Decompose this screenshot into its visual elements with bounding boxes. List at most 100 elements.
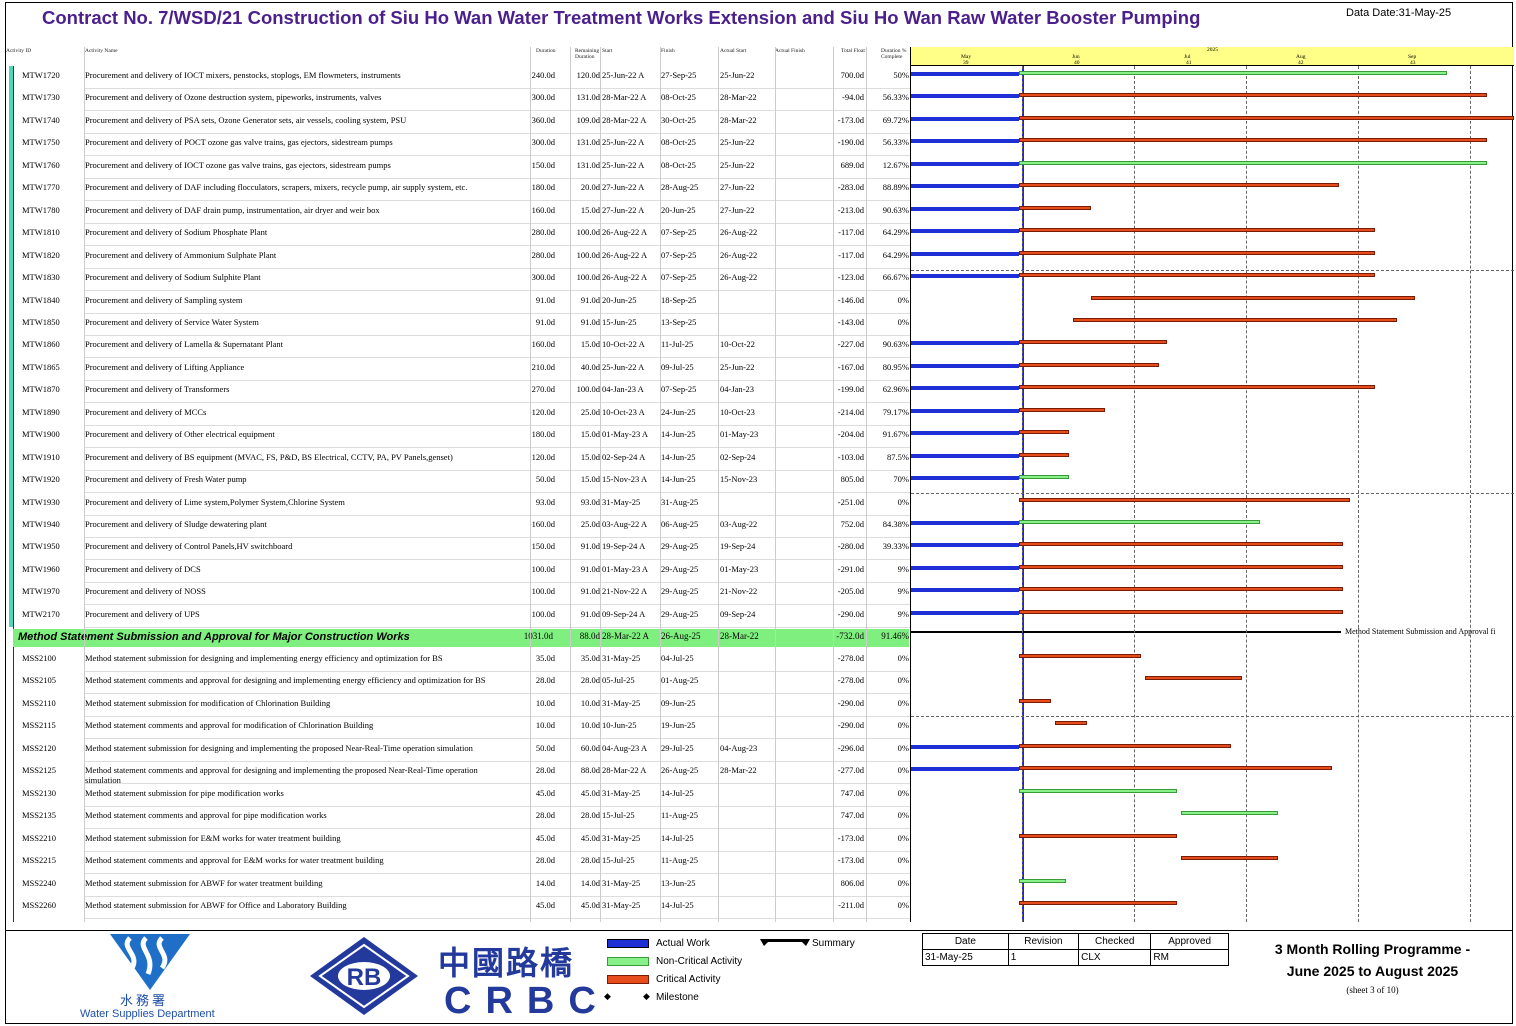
table-row[interactable]: MTW1890 Procurement and delivery of MCCs 1…	[5, 404, 909, 426]
gantt-critical-bar[interactable]	[1019, 654, 1142, 658]
gantt-critical-bar[interactable]	[1019, 385, 1376, 390]
gantt-actual-bar[interactable]	[911, 386, 1019, 391]
table-row[interactable]: MSS2115 Method statement comments and app…	[5, 717, 909, 739]
table-row[interactable]: MTW1900 Procurement and delivery of Other…	[5, 426, 909, 448]
gantt-critical-bar[interactable]	[1019, 609, 1343, 614]
gantt-critical-bar[interactable]	[1019, 138, 1487, 143]
gantt-actual-bar[interactable]	[911, 453, 1019, 458]
gantt-actual-bar[interactable]	[911, 72, 1019, 76]
table-row[interactable]: MTW1865 Procurement and delivery of Lifti…	[5, 359, 909, 381]
col-activity-name[interactable]: Activity Name	[85, 48, 118, 54]
gantt-actual-bar[interactable]	[911, 543, 1019, 548]
table-row[interactable]: MTW1840 Procurement and delivery of Sampl…	[5, 292, 909, 314]
table-row[interactable]: MTW1780 Procurement and delivery of DAF d…	[5, 202, 909, 224]
gantt-critical-bar[interactable]	[1019, 497, 1351, 502]
gantt-actual-bar[interactable]	[911, 184, 1019, 189]
table-row[interactable]: MTW1910 Procurement and delivery of BS eq…	[5, 449, 909, 471]
col-total-float[interactable]: Total Float	[841, 48, 865, 54]
gantt-actual-bar[interactable]	[911, 341, 1019, 346]
table-row[interactable]: MSS2125 Method statement comments and app…	[5, 762, 909, 785]
gantt-critical-bar[interactable]	[1019, 115, 1514, 120]
gantt-critical-bar[interactable]	[1019, 833, 1178, 838]
gantt-actual-bar[interactable]	[911, 476, 1019, 481]
gantt-critical-bar[interactable]	[1019, 273, 1376, 278]
table-row[interactable]: MTW1820 Procurement and delivery of Ammon…	[5, 247, 909, 269]
table-row[interactable]: MSS2110 Method statement submission for m…	[5, 695, 909, 717]
gantt-critical-bar[interactable]	[1091, 295, 1415, 300]
gantt-actual-bar[interactable]	[911, 431, 1019, 436]
gantt-critical-bar[interactable]	[1019, 743, 1232, 748]
gantt-actual-bar[interactable]	[911, 610, 1019, 615]
gantt-critical-bar[interactable]	[1145, 676, 1243, 681]
table-row[interactable]: MTW1870 Procurement and delivery of Trans…	[5, 381, 909, 403]
gantt-critical-bar[interactable]	[1019, 228, 1376, 233]
gantt-actual-bar[interactable]	[911, 274, 1019, 279]
table-row[interactable]: MSS2260 Method statement submission for A…	[5, 897, 909, 919]
gantt-critical-bar[interactable]	[1019, 452, 1070, 457]
col-actual-finish[interactable]: Actual Finish	[775, 48, 805, 54]
table-row[interactable]: MTW1750 Procurement and delivery of POCT …	[5, 134, 909, 156]
section-row[interactable]: Method Statement Submission and Approval…	[13, 629, 909, 647]
gantt-critical-bar[interactable]	[1019, 900, 1178, 905]
table-row[interactable]: MTW1720 Procurement and delivery of IOCT …	[5, 67, 909, 89]
col-activity-id[interactable]: Activity ID	[6, 48, 32, 54]
table-row[interactable]: MTW1920 Procurement and delivery of Fresh…	[5, 471, 909, 493]
gantt-critical-bar[interactable]	[1019, 93, 1487, 98]
gantt-noncritical-bar[interactable]	[1181, 811, 1279, 816]
col-remaining[interactable]: Remaining Duration	[575, 48, 600, 60]
table-row[interactable]: MTW1970 Procurement and delivery of NOSS 1…	[5, 583, 909, 605]
gantt-critical-bar[interactable]	[1019, 407, 1106, 412]
gantt-actual-bar[interactable]	[911, 408, 1019, 413]
gantt-critical-bar[interactable]	[1019, 564, 1343, 569]
gantt-critical-bar[interactable]	[1019, 587, 1343, 592]
gantt-actual-bar[interactable]	[911, 744, 1019, 749]
gantt-actual-bar[interactable]	[911, 139, 1019, 144]
table-row[interactable]: MSS2215 Method statement comments and app…	[5, 852, 909, 874]
gantt-critical-bar[interactable]	[1181, 856, 1279, 861]
gantt-actual-bar[interactable]	[911, 767, 1019, 772]
table-row[interactable]: MSS2100 Method statement submission for d…	[5, 650, 909, 672]
table-row[interactable]: MSS2210 Method statement submission for E…	[5, 830, 909, 852]
table-row[interactable]: MTW1940 Procurement and delivery of Sludg…	[5, 516, 909, 538]
table-row[interactable]: MTW2170 Procurement and delivery of UPS 10…	[5, 606, 909, 628]
col-finish[interactable]: Finish	[661, 48, 675, 54]
gantt-actual-bar[interactable]	[911, 94, 1019, 99]
gantt-critical-bar[interactable]	[1019, 183, 1340, 188]
gantt-critical-bar[interactable]	[1019, 250, 1376, 255]
col-start[interactable]: Start	[602, 48, 613, 54]
gantt-noncritical-bar[interactable]	[1019, 788, 1178, 793]
gantt-actual-bar[interactable]	[911, 565, 1019, 570]
gantt-actual-bar[interactable]	[911, 521, 1019, 525]
gantt-actual-bar[interactable]	[911, 206, 1019, 211]
gantt-critical-bar[interactable]	[1019, 698, 1052, 703]
gantt-critical-bar[interactable]	[1073, 317, 1397, 322]
gantt-critical-bar[interactable]	[1019, 430, 1070, 435]
table-row[interactable]: MTW1760 Procurement and delivery of IOCT …	[5, 157, 909, 179]
gantt-critical-bar[interactable]	[1019, 362, 1160, 367]
col-duration[interactable]: Duration	[536, 48, 556, 54]
gantt-actual-bar[interactable]	[911, 161, 1019, 166]
col-pct[interactable]: Duration % Complete	[881, 48, 907, 60]
table-row[interactable]: MTW1770 Procurement and delivery of DAF i…	[5, 179, 909, 201]
table-row[interactable]: MTW1730 Procurement and delivery of Ozone…	[5, 89, 909, 111]
gantt-actual-bar[interactable]	[911, 251, 1019, 256]
table-row[interactable]: MTW1950 Procurement and delivery of Contr…	[5, 538, 909, 560]
gantt-critical-bar[interactable]	[1019, 205, 1091, 210]
table-row[interactable]: MSS2120 Method statement submission for d…	[5, 740, 909, 762]
gantt-critical-bar[interactable]	[1019, 340, 1167, 345]
table-row[interactable]: MTW1810 Procurement and delivery of Sodiu…	[5, 224, 909, 246]
table-row[interactable]: MSS2240 Method statement submission for A…	[5, 875, 909, 897]
gantt-actual-bar[interactable]	[911, 229, 1019, 234]
table-row[interactable]: MTW1830 Procurement and delivery of Sodiu…	[5, 269, 909, 291]
gantt-actual-bar[interactable]	[911, 363, 1019, 368]
table-row[interactable]: MTW1850 Procurement and delivery of Servi…	[5, 314, 909, 336]
table-row[interactable]: MSS2130 Method statement submission for p…	[5, 785, 909, 807]
gantt-noncritical-bar[interactable]	[1019, 160, 1487, 165]
gantt-actual-bar[interactable]	[911, 116, 1019, 121]
table-row[interactable]: MTW1740 Procurement and delivery of PSA s…	[5, 112, 909, 134]
gantt-noncritical-bar[interactable]	[1019, 475, 1070, 480]
gantt-noncritical-bar[interactable]	[1019, 878, 1066, 883]
table-row[interactable]: MSS2135 Method statement comments and app…	[5, 807, 909, 829]
col-actual-start[interactable]: Actual Start	[720, 48, 747, 54]
gantt-critical-bar[interactable]	[1019, 542, 1343, 547]
